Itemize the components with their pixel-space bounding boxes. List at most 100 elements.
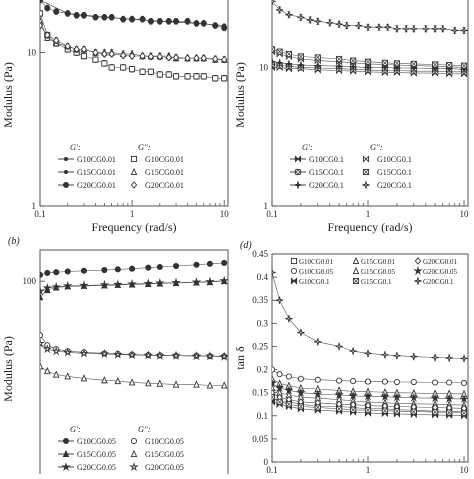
chart-a-series-5-point [193, 54, 200, 62]
chart-c-series-2-point [205, 276, 215, 286]
chart-c-series-5-point [219, 351, 228, 361]
chart-d-series-7-point [272, 394, 276, 401]
chart-d-plot-area [272, 268, 468, 420]
chart-b-series-5-point [314, 17, 322, 26]
chart-d-series-7-point-cross [382, 407, 388, 414]
chart-d-series-3-point [460, 379, 468, 387]
chart-b-legend-swatch [294, 155, 302, 163]
chart-d-series-5-point [444, 393, 454, 403]
chart-d-series-3-point [393, 378, 400, 386]
chart-b-series-5 [272, 0, 468, 35]
chart-c-series-2-point [51, 281, 62, 291]
chart-a-series-2-point [120, 16, 127, 23]
chart-b-series-4 [272, 46, 468, 69]
chart-d-series-5-point [272, 378, 277, 388]
chart-c-series-0-point [221, 259, 228, 266]
chart-a-series-3-point [221, 75, 228, 82]
chart-b-legend-swatch [362, 168, 370, 176]
chart-d-legend-swatch [414, 277, 422, 285]
chart-c-series-4-point [145, 379, 152, 387]
chart-b-series-4-point-cross [336, 56, 342, 62]
chart-c-series-2-point [113, 279, 123, 289]
chart-a-plot-frame [39, 0, 229, 207]
chart-b-series-5-point [422, 25, 430, 33]
chart-a-series-5-point [172, 53, 180, 62]
chart-b-series-5-point [460, 26, 468, 35]
chart-d-series-7-point [297, 403, 304, 410]
chart-b-y-tick-label: 10 [259, 62, 269, 72]
chart-a-legend-entry: G10CG0.01 [77, 155, 116, 164]
chart-d-legend-swatch [290, 267, 298, 275]
chart-c-series-5-point [171, 350, 181, 360]
chart-a-series-2-point [53, 8, 60, 15]
chart-d-series-7 [272, 394, 468, 417]
chart-b-series-4-point [381, 59, 388, 66]
chart-d-y-tick-label: 0.1 [257, 411, 268, 421]
chart-c-series-0-point [44, 269, 51, 276]
chart-a-series-5-point [80, 45, 88, 54]
chart-d-series-3-point [272, 366, 276, 373]
chart-d-series-7-point-cross [432, 409, 438, 415]
chart-a-legend-entry: G15CG0.01 [77, 168, 116, 177]
chart-d-y-tick-label: 0.15 [252, 388, 268, 398]
chart-d-series-7-point [381, 407, 388, 414]
chart-d-legend-entry: G15CG0.05 [361, 268, 396, 276]
chart-d-series-7-point [350, 406, 357, 413]
chart-d-y-tick-label: 0.25 [252, 341, 268, 351]
chart-a-x-axis-title: Frequency (rad/s) [92, 220, 177, 234]
chart-b-legend-header-storage: G': [302, 142, 313, 152]
chart-b-series-5-point [355, 22, 363, 30]
chart-b-x-tick-label: 1 [366, 209, 371, 219]
chart-b-series-2-point [393, 64, 401, 72]
chart-a-series-2-point [156, 18, 163, 25]
chart-a-legend-swatch [130, 167, 138, 176]
chart-c-series-4 [40, 362, 228, 389]
chart-c-legend-entry: G20CG0.05 [145, 463, 184, 472]
chart-d-series-7-point [285, 401, 292, 408]
chart-a-legend-swatch [62, 181, 70, 189]
chart-a-series-3-point [193, 73, 200, 80]
chart-d-series-5-point [284, 385, 294, 395]
chart-d-legend-entry: G10CG0.05 [299, 268, 334, 276]
chart-c-series-3-point [40, 332, 44, 339]
chart-c-series-5-point [42, 344, 53, 354]
chart-b-x-axis-title: Frequency (rad/s) [328, 220, 413, 234]
chart-b-legend: G': G": G10CG0.1 G15CG0.1 G20CG0.1 G10CG0.1 G1… [290, 142, 412, 190]
chart-d-series-7-point [393, 408, 400, 415]
chart-d-series-7-point-cross [461, 410, 467, 416]
chart-c-series-2-point [42, 282, 53, 293]
chart-d-series-7-point-cross [336, 405, 342, 412]
chart-c-series-0-point [172, 262, 180, 270]
chart-a-legend-swatch [63, 156, 69, 162]
chart-c-series-5 [40, 338, 228, 361]
chart-c-series-5-point [143, 350, 154, 360]
chart-b-series-4-point-cross [446, 62, 453, 68]
chart-a-series-5-point [92, 48, 99, 57]
chart-b-series-1-point-cross [272, 61, 275, 68]
chart-c-series-2-point [127, 278, 137, 289]
chart-b-series-4-point-cross [410, 61, 417, 67]
chart-c-series-4-point [52, 370, 60, 378]
chart-a-legend: G': G": G10CG0.01 G15CG0.01 G20CG0.01 G10CG0.… [58, 142, 184, 190]
chart-b-series-4-point-cross [298, 53, 304, 60]
chart-a-series-2-point [73, 12, 80, 19]
chart-a-series-5-point [73, 45, 80, 54]
chart-c-series-5-point [40, 338, 45, 348]
chart-d-legend: G10CG0.01 G15CG0.01 G20CG0.01 G10CG0.05 G15C… [290, 256, 458, 286]
chart-b-series-2-point [314, 61, 322, 70]
chart-d-series-8-point [431, 353, 439, 362]
chart-d-legend-swatch-cross [353, 278, 359, 284]
chart-d-series-7-point-cross [365, 407, 371, 414]
chart-a-legend-entry: G10CG0.01 [145, 155, 184, 164]
chart-b-legend-entry: G20CG0.1 [309, 181, 344, 190]
chart-d-series-8-point [349, 347, 357, 355]
chart-c-series-4-point [101, 376, 108, 384]
chart-c-series-4-point [80, 374, 88, 382]
chart-a-legend-swatch [130, 181, 138, 189]
chart-a-y-tick-label: 1 [32, 201, 37, 211]
chart-d-series-1-point [272, 383, 276, 392]
chart-d-series-8-point [285, 315, 293, 323]
chart-d-x-tick-label: 1 [366, 465, 371, 474]
chart-c-series-5-point [99, 348, 110, 358]
